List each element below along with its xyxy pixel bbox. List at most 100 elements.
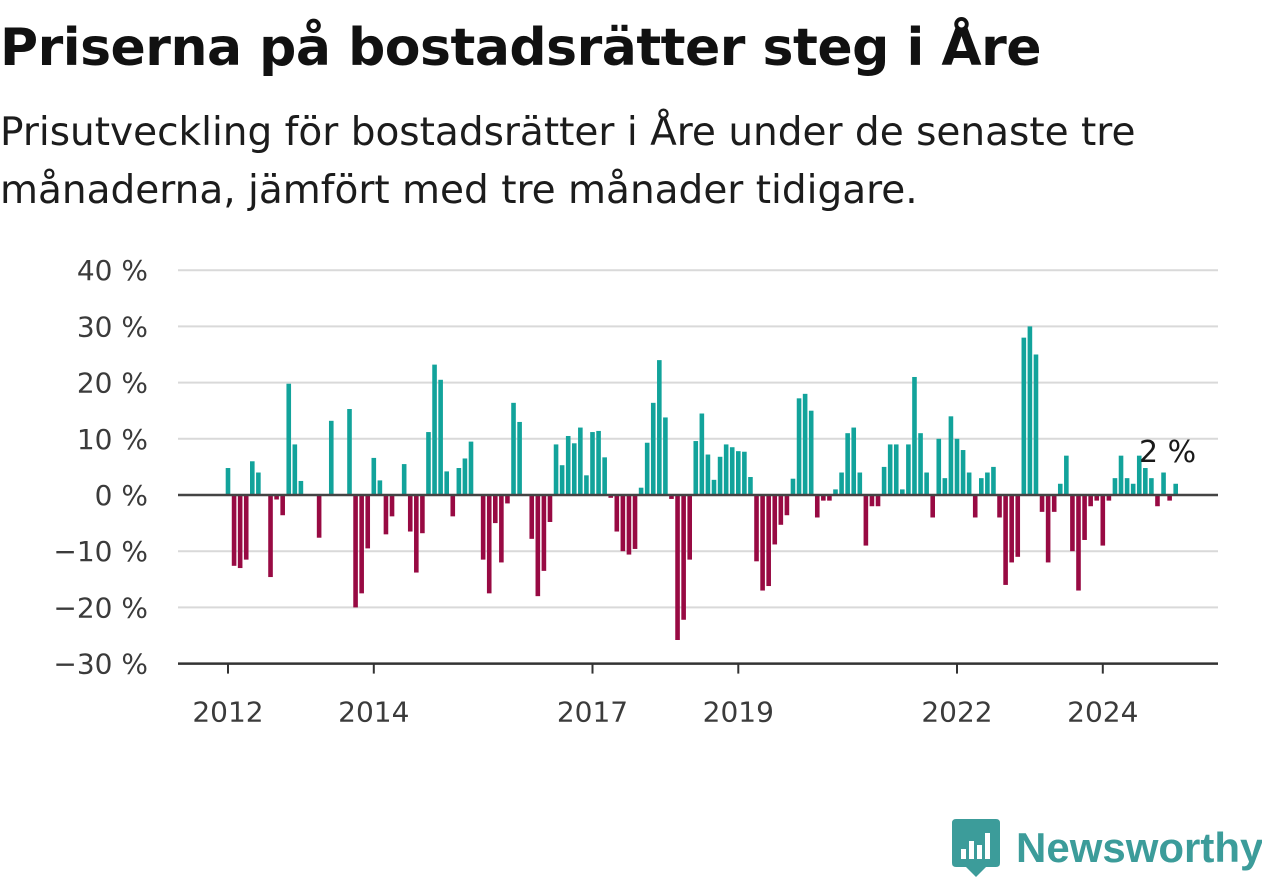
bar [644,442,650,495]
bar [985,472,990,495]
bar [687,495,692,560]
bar [972,495,978,518]
grid-lines [178,269,1218,609]
bars [225,326,1178,640]
bar [565,435,571,495]
bar [669,495,674,499]
bar [407,495,413,532]
bar [954,438,960,495]
bar [541,495,547,571]
y-tick-label: −30 % [53,648,148,681]
bar [401,464,407,495]
tick-labels: 40 % 30 % 20 % 10 % 0 % −10 % −20 % −30 % 2012 20… [53,254,1196,728]
bar [602,457,607,495]
bar [742,451,747,495]
bar [316,495,322,538]
bar [900,489,905,495]
bar [511,402,516,495]
bar [705,454,711,495]
bar [857,472,863,495]
bar [1057,483,1063,495]
bar [420,495,425,534]
bar [584,475,589,495]
bar [1082,495,1087,540]
bar [553,444,559,495]
bar [632,495,638,549]
bar [389,495,395,517]
bar [808,410,814,495]
y-tick-label: 20 % [77,367,148,400]
bar [796,398,802,495]
bar [736,451,741,495]
bar [225,468,231,495]
bar [1094,495,1100,501]
bar [760,495,765,591]
bar [912,376,917,495]
bar [237,495,243,569]
bar [298,480,304,495]
bar [1106,495,1112,501]
page-title: Priserna på bostadsrätter steg i Åre [0,18,1042,78]
y-tick-label: −20 % [53,591,148,624]
newsworthy-logo-icon [952,819,1000,877]
bar [893,444,899,495]
bar [918,433,923,495]
y-tick-label: 10 % [77,423,148,456]
bar [754,495,759,562]
bar [347,409,352,495]
bar [827,495,832,501]
bar [608,495,614,498]
bar [614,495,620,532]
bar [243,495,249,560]
brand-logo: Newsworthy [950,818,1262,878]
y-tick-label: 40 % [77,254,148,287]
bar [414,495,419,573]
bar [1173,483,1178,495]
bar [650,402,656,495]
bar [499,495,504,563]
bar [547,495,553,522]
bar [450,495,456,517]
bar [268,495,273,578]
bar [1143,468,1148,495]
bar [578,427,583,495]
bar [802,393,808,495]
bar [748,477,753,495]
bar [559,465,565,495]
bar [620,495,626,552]
bar [675,495,680,640]
page-subtitle: Prisutveckling för bostadsrätter i Åre u… [0,110,1136,213]
bar [887,444,893,495]
bar [377,480,383,495]
bar [590,432,595,495]
bar [979,478,984,495]
y-tick-label: −10 % [53,535,148,568]
bar [657,360,662,495]
bar [1003,495,1008,585]
bar [693,441,699,495]
bar [814,495,820,518]
bar [723,444,729,495]
bar [1161,472,1166,495]
x-tick-label: 2022 [921,696,992,729]
axes [178,493,1218,674]
bar [1088,495,1093,507]
bar [942,478,948,495]
bar [256,472,261,495]
x-tick-label: 2017 [557,696,628,729]
bar [1027,326,1033,495]
bar [772,495,778,545]
bar [778,495,784,525]
bar [960,450,966,495]
bar [280,495,285,516]
bar [711,479,717,495]
bar [1100,495,1106,546]
bar [1118,455,1124,495]
bar [328,420,334,495]
brand-name: Newsworthy [1016,824,1262,871]
bar [1149,478,1154,495]
bar [1070,495,1075,552]
bar [250,461,255,495]
bar [681,495,686,620]
bar [292,444,298,495]
